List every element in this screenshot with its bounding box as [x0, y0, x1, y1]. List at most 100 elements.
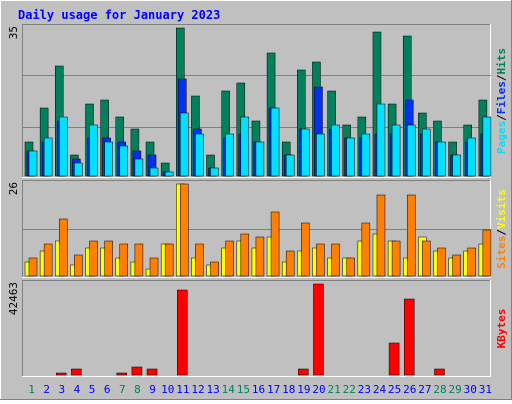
x-tick-label: 19	[297, 383, 310, 396]
kbytes-bar	[388, 342, 400, 376]
sites-bar	[104, 240, 113, 277]
sites-bar	[89, 240, 98, 277]
legend-pages-files-hits-part: /	[495, 114, 508, 121]
sites-bar	[59, 218, 68, 277]
sites-bar	[180, 183, 189, 277]
pages-bar	[119, 145, 129, 177]
pages-bar	[482, 116, 492, 177]
sites-bar	[225, 240, 234, 277]
x-tick-label: 31	[479, 383, 492, 396]
x-tick-label: 5	[89, 383, 96, 396]
pages-bar	[240, 116, 250, 177]
x-tick-label: 18	[282, 383, 295, 396]
pages-bar	[164, 171, 174, 177]
kbytes-bar	[298, 368, 309, 376]
legend-pages-files-hits: Pages/Files/Hits	[495, 48, 508, 154]
pages-bar	[316, 133, 325, 177]
kbytes-bar	[146, 368, 158, 376]
x-tick-label: 16	[252, 383, 265, 396]
kbytes-bar	[131, 366, 143, 376]
x-tick-label: 9	[149, 383, 156, 396]
sites-bar	[134, 243, 144, 277]
kbytes-bar	[434, 368, 445, 376]
sites-bar	[195, 243, 204, 277]
kbytes-bar	[177, 289, 188, 376]
pages-bar	[225, 133, 234, 177]
sites-bar	[376, 194, 386, 277]
pages-bar	[391, 124, 401, 177]
x-tick-label: 22	[343, 383, 356, 396]
legend-sites-visits: Sites/Visits	[495, 189, 508, 269]
x-tick-label: 21	[328, 383, 341, 396]
pages-bar	[467, 137, 476, 177]
pages-bar	[346, 137, 355, 177]
x-tick-label: 3	[59, 383, 66, 396]
pages-bar	[104, 141, 113, 177]
pages-bar	[149, 167, 159, 177]
x-tick-label: 14	[222, 383, 236, 396]
pages-bar	[406, 124, 416, 177]
panel-3-area	[22, 280, 491, 377]
x-tick-label: 1	[28, 383, 35, 396]
pages-bar	[422, 128, 431, 177]
x-tick-label: 23	[358, 383, 371, 396]
x-tick-label: 29	[449, 383, 462, 396]
legend-kbytes: KBytes	[495, 309, 508, 349]
pages-bar	[134, 158, 144, 177]
pages-bar	[331, 124, 340, 177]
x-tick-label: 25	[388, 383, 401, 396]
pages-bar	[301, 128, 310, 177]
sites-ymax-label: 26	[7, 182, 20, 195]
legend-sites-visits-part: Sites	[495, 236, 508, 269]
pages-bar	[452, 154, 461, 177]
sites-bar	[482, 229, 492, 277]
legend-kbytes-part: KBytes	[495, 309, 508, 349]
legend-pages-files-hits-part: Files	[495, 81, 508, 114]
legend-pages-files-hits-part: /	[495, 74, 508, 81]
sites-bar	[119, 243, 129, 277]
pages-bar	[43, 137, 53, 177]
sites-bar	[361, 222, 371, 277]
legend-pages-files-hits-part: Hits	[495, 48, 508, 75]
pages-bar	[28, 150, 38, 177]
pages-bar	[361, 133, 371, 177]
x-tick-label: 12	[191, 383, 204, 396]
pages-bar	[74, 162, 83, 177]
sites-bar	[270, 211, 280, 277]
sites-bar	[164, 243, 174, 277]
pages-bar	[255, 141, 265, 177]
sites-bar	[43, 243, 53, 277]
sites-bar	[149, 257, 159, 277]
x-tick-label: 24	[373, 383, 387, 396]
sites-bar	[452, 254, 461, 277]
kbytes-bar	[56, 372, 67, 376]
kbytes-bar	[403, 298, 415, 376]
x-tick-label: 17	[267, 383, 280, 396]
kbytes-bar	[116, 372, 128, 376]
x-tick-label: 7	[119, 383, 126, 396]
sites-bar	[240, 233, 250, 277]
x-tick-label: 30	[464, 383, 477, 396]
sites-bar	[331, 243, 340, 277]
pages-bar	[210, 167, 219, 177]
x-tick-label: 2	[43, 383, 50, 396]
kbytes-ymax-label: 42463	[7, 282, 20, 315]
sites-bar	[467, 247, 476, 277]
sites-bar	[346, 257, 355, 277]
x-tick-label: 4	[74, 383, 81, 396]
sites-bar	[74, 254, 83, 277]
sites-bar	[210, 261, 219, 277]
pages-bar	[195, 133, 204, 177]
x-tick-label: 6	[104, 383, 111, 396]
legend-pages-files-hits-part: Pages	[495, 121, 508, 154]
sites-bar	[422, 240, 431, 277]
sites-bar	[437, 247, 446, 277]
x-tick-label: 13	[206, 383, 219, 396]
sites-bar	[316, 243, 325, 277]
hits-ymax-label: 35	[7, 26, 20, 39]
sites-bar	[285, 250, 295, 277]
x-tick-label: 28	[433, 383, 446, 396]
x-tick-label: 10	[161, 383, 174, 396]
pages-bar	[59, 116, 68, 177]
